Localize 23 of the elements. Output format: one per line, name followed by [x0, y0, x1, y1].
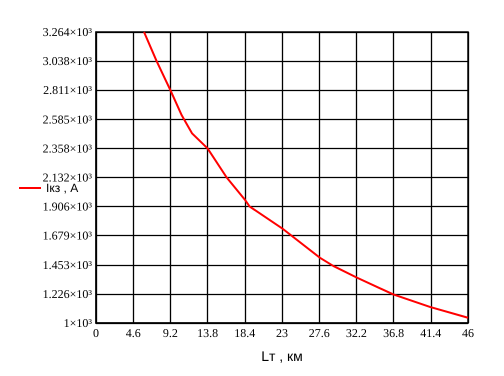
x-tick-label: 4.6	[126, 326, 141, 340]
x-axis-title: Lт , км	[261, 348, 303, 364]
x-tick-label: 41.4	[420, 326, 442, 340]
y-tick-label: 1.453×10³	[42, 258, 92, 272]
y-tick-label: 1.679×10³	[42, 228, 92, 243]
y-tick-label: 2.811×10³	[43, 83, 92, 98]
x-tick-label: 13.8	[197, 326, 218, 340]
y-tick-label: 2.358×10³	[42, 141, 92, 156]
y-tick-label: 3.264×10³	[42, 25, 92, 39]
x-tick-label: 18.4	[234, 326, 256, 340]
y-tick-label: 1.906×10³	[42, 200, 92, 214]
x-tick-label: 0	[93, 326, 99, 340]
x-tick-label: 46	[462, 326, 474, 340]
line-series	[143, 31, 469, 319]
y-tick-label: 2.585×10³	[42, 112, 92, 126]
x-tick-label: 32.2	[346, 326, 367, 340]
y-tick-label: 1.226×10³	[42, 286, 92, 301]
x-tick-label: 27.6	[308, 326, 330, 340]
x-tick-label: 36.8	[383, 326, 404, 340]
x-tick-label: 9.2	[162, 326, 178, 340]
x-tick-label: 23	[276, 326, 288, 340]
y-tick-label: 3.038×10³	[42, 54, 92, 68]
y-tick-label: 1×10³	[64, 316, 92, 330]
